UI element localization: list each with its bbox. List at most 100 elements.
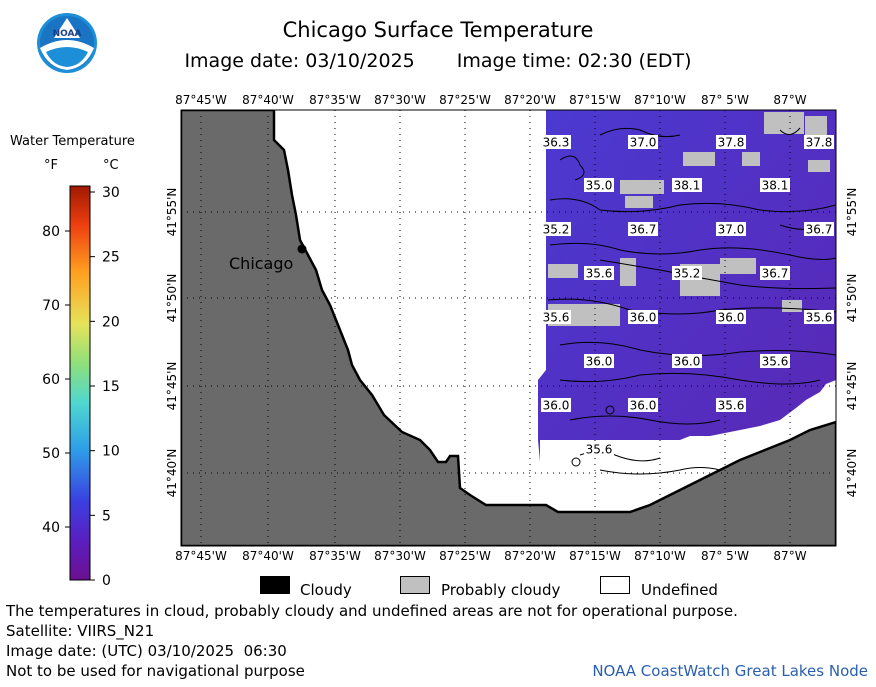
land-area (181, 110, 836, 546)
navigation-warning: Not to be used for navigational purpose (6, 662, 305, 680)
lon-label-top: 87°45'W (175, 93, 227, 107)
colorbar-gradient (69, 185, 91, 581)
temperature-label: 37.0 (630, 136, 657, 150)
contour-lines (547, 127, 836, 475)
temperature-label-bg (716, 135, 746, 149)
lat-label-left: 41°50'N (165, 274, 179, 323)
city-label-chicago: Chicago (229, 254, 293, 273)
colorbar-c-tick: 25 (102, 250, 120, 266)
lon-label-bottom: 87°35'W (309, 549, 361, 563)
lon-label-bottom: 87°20'W (504, 549, 556, 563)
temperature-label-bg (672, 178, 702, 192)
temperature-label: 36.0 (586, 355, 613, 369)
satellite-text: Satellite: VIIRS_N21 (6, 622, 155, 640)
temperature-label: 35.6 (762, 355, 789, 369)
temperature-label: 35.6 (806, 311, 833, 325)
temperature-label-bg (760, 266, 790, 280)
temperature-label-bg (716, 310, 746, 324)
temperature-label-bg (760, 354, 790, 368)
lon-label-top: 87°W (773, 93, 806, 107)
temperature-label-bg (804, 310, 834, 324)
lon-label-top: 87°20'W (504, 93, 556, 107)
temperature-label-bg (672, 266, 702, 280)
temperature-label: 37.0 (718, 223, 745, 237)
temperature-label: 35.6 (543, 311, 570, 325)
colorbar-f-tick: 70 (42, 298, 60, 314)
colorbar-c-tick: 10 (102, 444, 120, 460)
lon-label-bottom: 87°15'W (569, 549, 621, 563)
temperature-label: 37.8 (718, 136, 745, 150)
colorbar-c-tick: 20 (102, 314, 120, 330)
legend-cloudy-label: Cloudy (300, 581, 352, 599)
noaa-node-credit: NOAA CoastWatch Great Lakes Node (592, 662, 868, 680)
image-datetime: Image date: 03/10/2025 Image time: 02:30 … (0, 50, 876, 72)
temperature-label: 35.2 (674, 267, 701, 281)
lat-label-left: 41°40'N (165, 449, 179, 498)
temperature-label-bg (584, 178, 614, 192)
lon-label-top: 87° 5'W (701, 93, 749, 107)
temperature-label: 36.7 (630, 223, 657, 237)
temperature-label-bg (716, 398, 746, 412)
image-date: Image date: 03/10/2025 (184, 50, 415, 72)
temperature-label: 36.3 (543, 136, 570, 150)
temperature-label-bg (628, 310, 658, 324)
colorbar-unit-f: °F (44, 158, 58, 173)
lon-label-bottom: 87°25'W (439, 549, 491, 563)
temperature-label-bg (716, 222, 746, 236)
lon-label-top: 87°30'W (374, 93, 426, 107)
temperature-label: 35.0 (586, 179, 613, 193)
lon-label-top: 87°15'W (569, 93, 621, 107)
lat-label-left: 41°45'N (165, 362, 179, 411)
colorbar-f-tick: 40 (42, 520, 60, 536)
lon-label-top: 87°40'W (242, 93, 294, 107)
temperature-label-bg (541, 135, 571, 149)
lon-label-top: 87°25'W (439, 93, 491, 107)
lon-label-bottom: 87°W (773, 549, 806, 563)
temperature-label-bg (804, 135, 834, 149)
image-time: Image time: 02:30 (EDT) (456, 50, 692, 72)
temperature-label: 36.0 (630, 399, 657, 413)
lon-label-bottom: 87°10'W (634, 549, 686, 563)
temperature-label: 36.0 (718, 311, 745, 325)
temperature-label: 35.6 (586, 443, 613, 457)
chicago-marker-icon (297, 244, 307, 254)
colorbar-unit-c: °C (103, 158, 119, 173)
legend-undefined-swatch (600, 576, 630, 594)
temperature-label-bg (541, 222, 571, 236)
temperature-label: 38.1 (762, 179, 789, 193)
lat-label-right: 41°55'N (845, 188, 859, 237)
lon-label-bottom: 87°30'W (374, 549, 426, 563)
colorbar-f-tick: 50 (42, 446, 60, 462)
colorbar-c-tick: 30 (102, 185, 120, 201)
colorbar-title: Water Temperature (10, 134, 135, 149)
colorbar-c-tick: 0 (102, 573, 111, 589)
lon-label-bottom: 87°45'W (175, 549, 227, 563)
noaa-logo: NOAA (37, 13, 97, 73)
temperature-label-bg (760, 178, 790, 192)
lat-label-right: 41°40'N (845, 449, 859, 498)
temperature-label: 38.1 (674, 179, 701, 193)
lon-label-bottom: 87° 5'W (701, 549, 749, 563)
disclaimer-text: The temperatures in cloud, probably clou… (6, 602, 738, 620)
temperature-label: 36.7 (762, 267, 789, 281)
legend-probably-cloudy-swatch (400, 576, 430, 594)
temperature-label: 37.8 (806, 136, 833, 150)
temperature-label-bg (541, 310, 571, 324)
temperature-label-bg (628, 398, 658, 412)
temperature-label-bg (584, 266, 614, 280)
temperature-label-bg (672, 354, 702, 368)
temperature-label-bg (628, 222, 658, 236)
temperature-label-bg (541, 398, 571, 412)
colorbar-f-tick: 80 (42, 224, 60, 240)
colorbar-f-tick: 60 (42, 372, 60, 388)
image-date-utc: Image date: (UTC) 03/10/2025 06:30 (6, 642, 287, 660)
legend-undefined-label: Undefined (641, 581, 718, 599)
temperature-label: 35.6 (718, 399, 745, 413)
lat-label-right: 41°50'N (845, 274, 859, 323)
temperature-label: 35.2 (543, 223, 570, 237)
map: Chicago 87°45'W 87°45'W 87°40'W 87°40'W 87°3… (165, 93, 859, 563)
temperature-label: 36.7 (806, 223, 833, 237)
temperature-label-bg (804, 222, 834, 236)
temperature-label-bg (584, 354, 614, 368)
